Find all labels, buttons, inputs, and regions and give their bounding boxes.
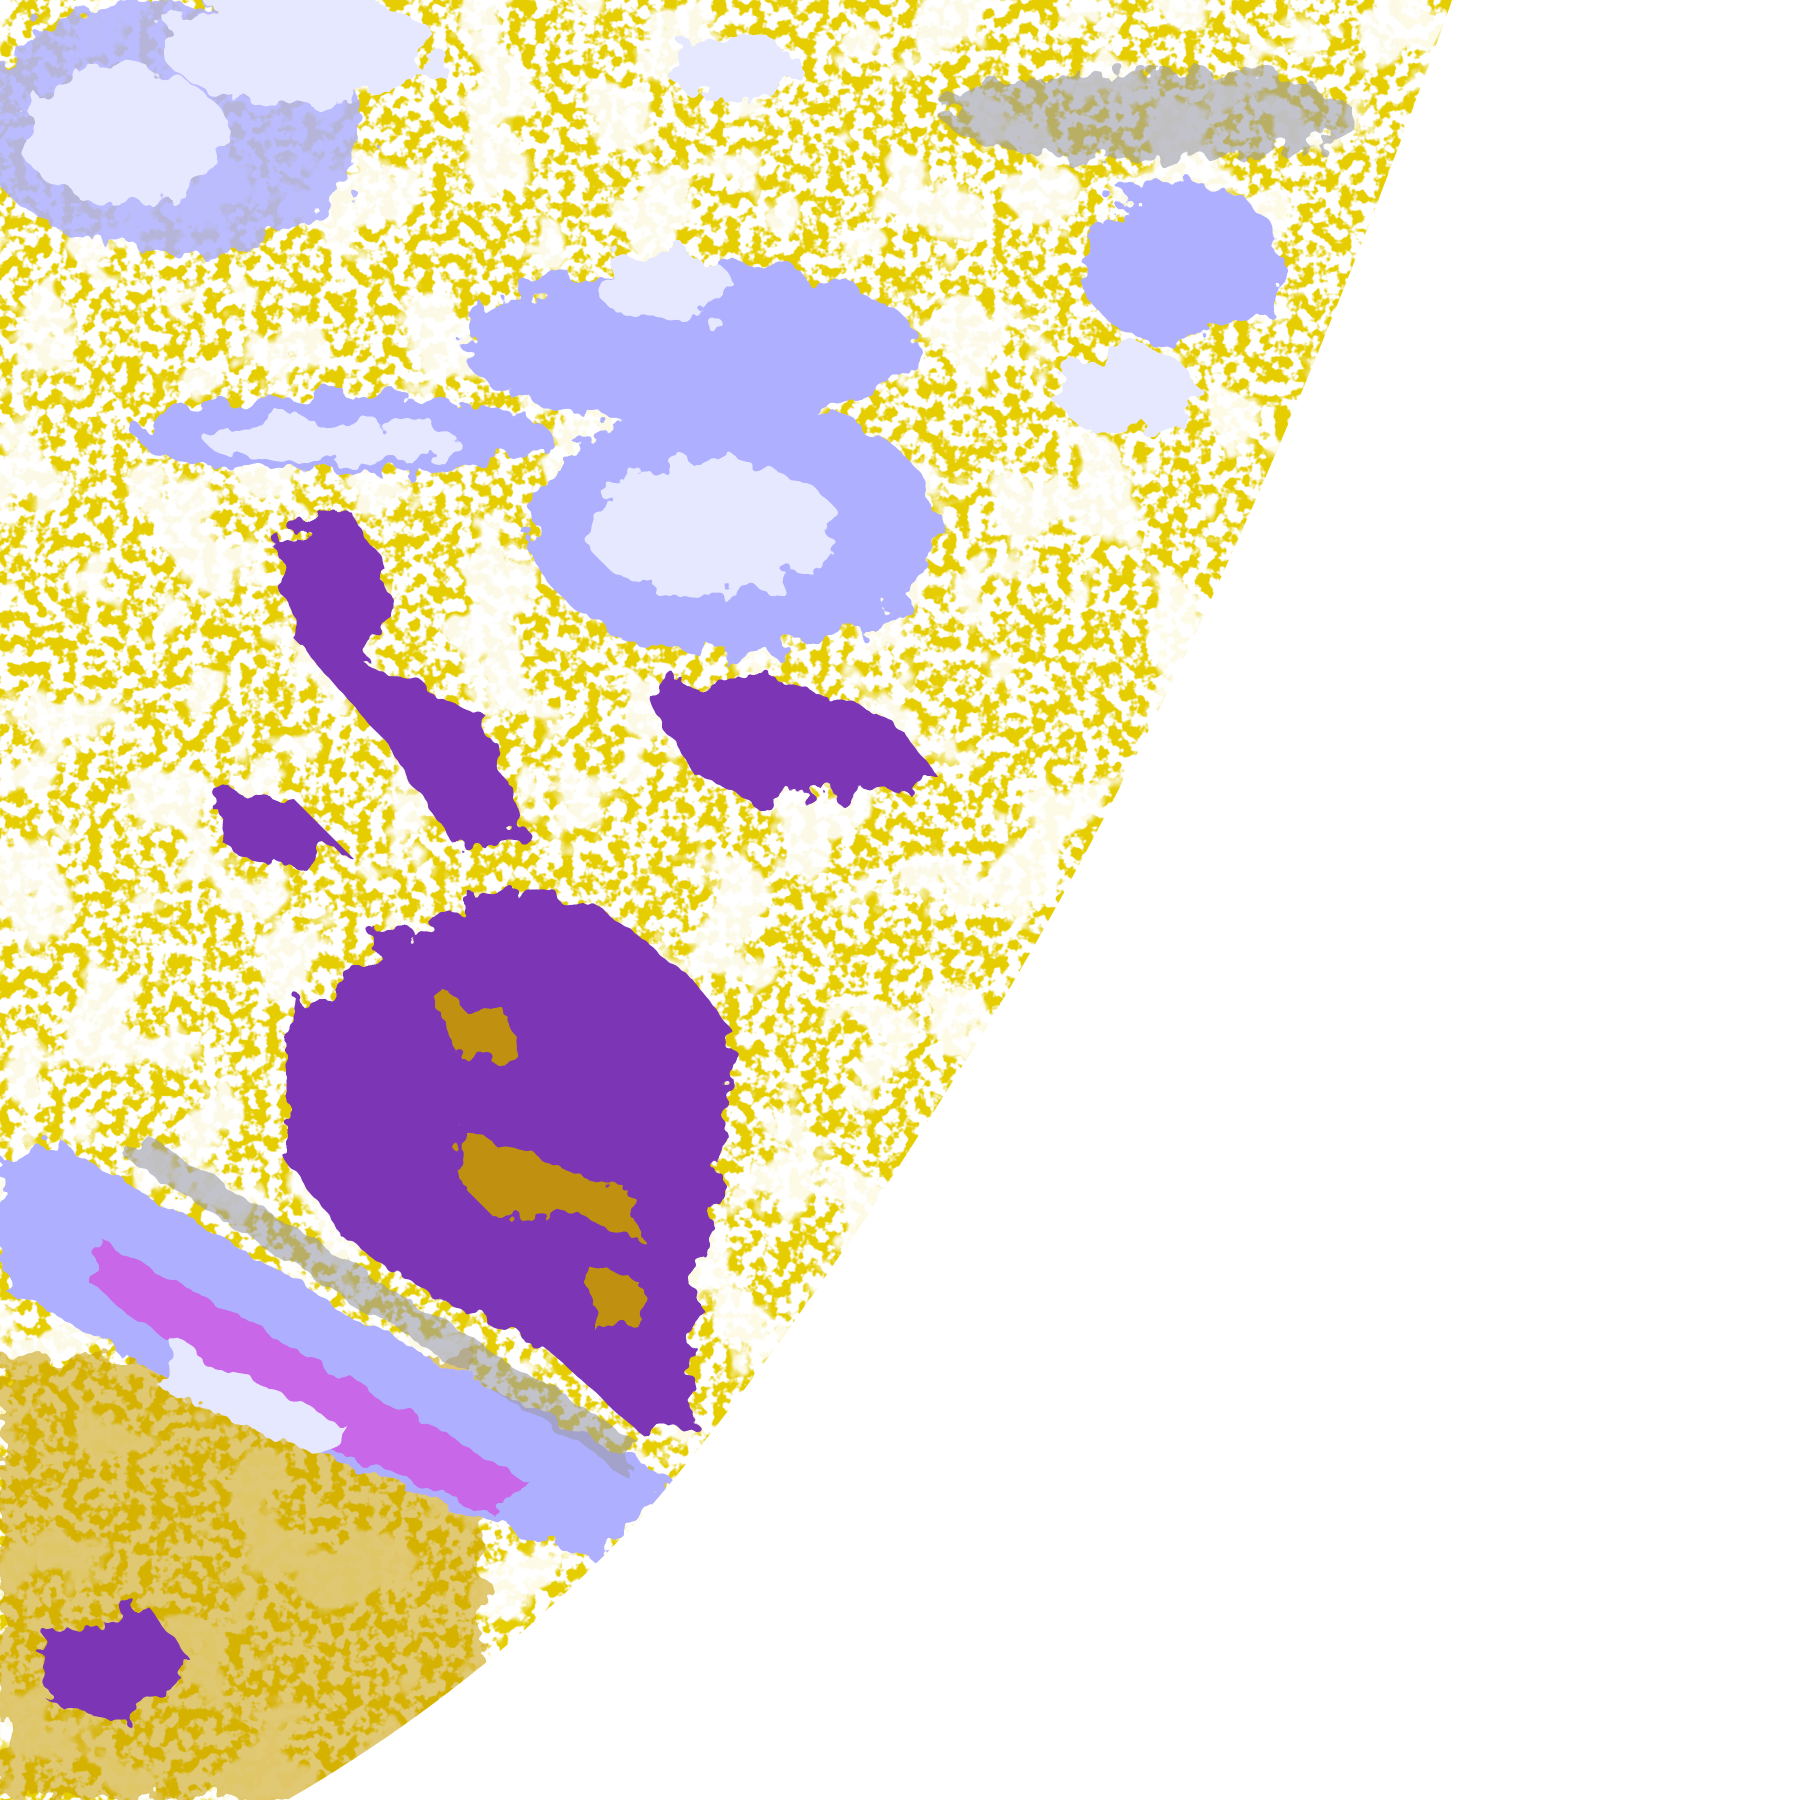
frontal-band (0, 1136, 678, 1562)
inland-gold (436, 998, 643, 1332)
cloud-bands (0, 0, 1355, 655)
